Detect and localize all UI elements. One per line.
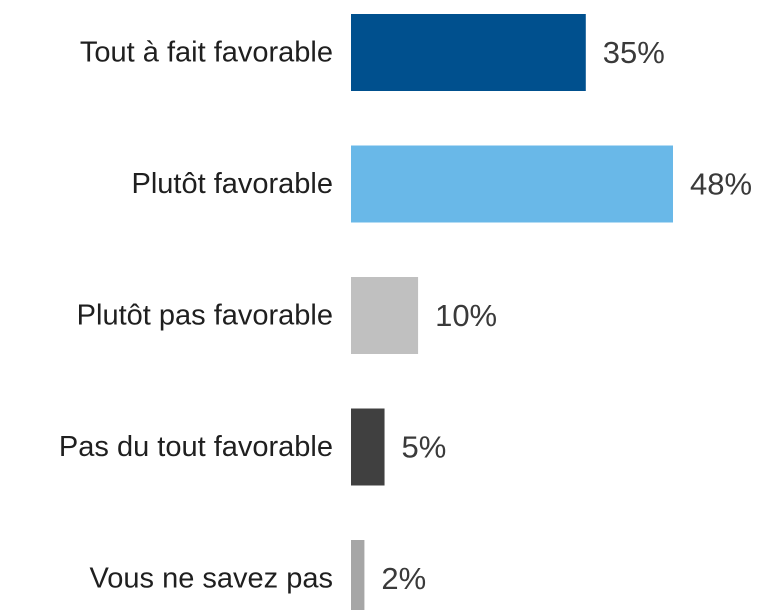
category-label-1: Plutôt favorable xyxy=(131,168,333,200)
value-label-3: 5% xyxy=(402,430,447,465)
bar-4 xyxy=(351,540,365,610)
category-label-0: Tout à fait favorable xyxy=(80,37,333,69)
bar-3 xyxy=(351,408,385,486)
value-labels-group: 35% 48% 10% 5% 2% xyxy=(381,35,752,596)
bar-2 xyxy=(351,277,419,354)
value-label-0: 35% xyxy=(603,35,665,70)
category-label-2: Plutôt pas favorable xyxy=(77,300,333,332)
category-label-3: Pas du tout favorable xyxy=(59,431,333,463)
bar-0 xyxy=(351,14,586,91)
value-label-2: 10% xyxy=(435,298,497,333)
bar-1 xyxy=(351,145,673,223)
value-label-4: 2% xyxy=(381,561,426,596)
category-label-4: Vous ne savez pas xyxy=(90,563,333,595)
value-label-1: 48% xyxy=(690,167,752,202)
bars-group xyxy=(351,14,673,610)
category-labels-group: Tout à fait favorable Plutôt favorable Plu… xyxy=(59,37,333,595)
